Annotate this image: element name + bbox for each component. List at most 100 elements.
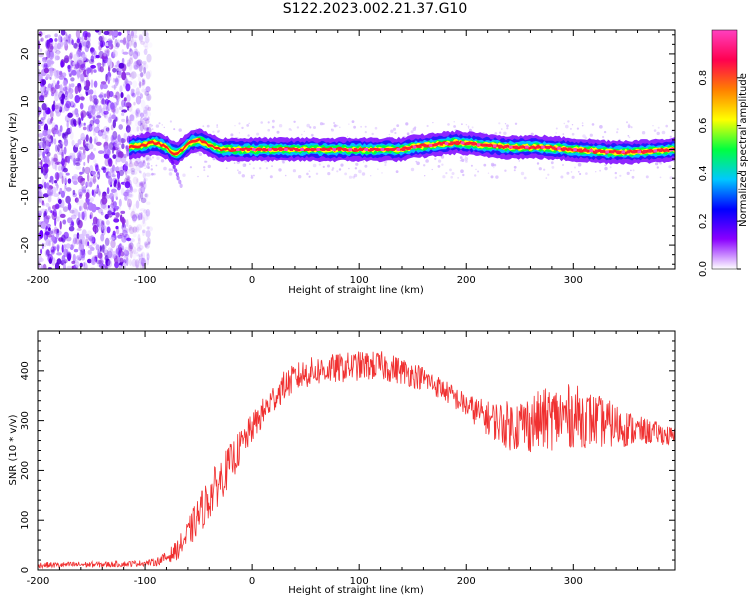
spectrogram-speckle-mark <box>628 136 631 139</box>
spectrogram-speckle-mark <box>652 125 654 127</box>
spectrogram-speckle-mark <box>322 165 325 168</box>
spectrogram-peak-mark <box>551 146 556 150</box>
spectrogram-noise-mark <box>87 143 94 150</box>
spectrogram-speckle-mark <box>560 175 564 179</box>
spectrogram-noise-mark <box>68 57 71 63</box>
spectrogram-noise-mark <box>121 227 128 233</box>
spectrogram-noise-mark <box>50 118 53 124</box>
spectrogram-noise-mark <box>147 106 151 112</box>
spectrogram-noise-mark <box>132 232 137 238</box>
spectrogram-noise-mark <box>83 261 87 269</box>
spectrogram-noise-mark <box>54 46 59 51</box>
spectrogram-noise-mark <box>54 42 58 51</box>
spectrogram-noise-mark <box>136 126 140 132</box>
spectrogram-peak-mark <box>632 150 636 154</box>
spectrogram-peak-mark <box>637 150 641 154</box>
spectrogram-speckle-mark <box>410 130 414 134</box>
spectrogram-speckle-mark <box>669 135 672 138</box>
spectrogram-noise-mark <box>118 141 122 146</box>
spectrogram-noise-mark <box>129 249 133 259</box>
spectrogram-speckle-mark <box>465 160 468 163</box>
spectrogram-noise-mark <box>114 77 119 86</box>
spectrogram-peak-mark <box>653 149 658 153</box>
spectrogram-speckle-mark <box>138 170 142 173</box>
spectrogram-tail-mark <box>176 176 180 181</box>
spectrogram-noise-mark <box>139 62 143 72</box>
spectrogram-noise-mark <box>51 249 55 253</box>
spectrogram-noise-mark <box>69 152 74 160</box>
spectrogram-noise-mark <box>79 205 82 211</box>
spectrogram-noise-mark <box>142 36 149 39</box>
spectrogram-noise-mark <box>107 259 113 268</box>
spectrogram-noise-mark <box>85 79 91 88</box>
spectrogram-noise-mark <box>106 226 111 234</box>
spectrogram-speckle-mark <box>247 134 250 137</box>
spectrogram-noise-mark <box>69 73 72 78</box>
spectrogram-speckle-mark <box>237 169 239 172</box>
spectrogram-noise-mark <box>145 230 151 238</box>
spectrogram-noise-mark <box>95 105 100 112</box>
spectrogram-speckle-mark <box>576 127 580 130</box>
spectrogram-speckle-mark <box>450 175 454 179</box>
spectrogram-noise-mark <box>75 157 81 162</box>
spectrogram-noise-mark <box>56 216 60 222</box>
spectrogram-noise-mark <box>58 70 63 76</box>
spectrogram-noise-mark <box>62 72 67 78</box>
spectrogram-speckle-mark <box>147 166 150 169</box>
spectrogram-speckle-mark <box>551 166 555 169</box>
spectrogram-noise-mark <box>88 111 92 115</box>
spectrogram-noise-mark <box>117 181 121 189</box>
spectrogram-x-tick-label: -200 <box>27 275 50 286</box>
spectrogram-noise-mark <box>133 246 137 254</box>
spectrogram-noise-mark <box>82 166 85 174</box>
spectrogram-noise-mark <box>90 246 95 251</box>
spectrogram-noise-mark <box>130 88 135 93</box>
spectrogram-noise-mark <box>38 121 43 125</box>
spectrogram-noise-mark <box>93 159 97 164</box>
spectrogram-noise-mark <box>140 252 144 260</box>
spectrogram-noise-mark <box>62 206 69 213</box>
spectrogram-speckle-mark <box>659 161 662 165</box>
spectrogram-noise-mark <box>62 219 67 225</box>
spectrogram-speckle-mark <box>498 122 501 125</box>
spectrogram-noise-mark <box>128 49 132 56</box>
spectrogram-speckle-mark <box>204 160 207 163</box>
snr-x-tick-label: 100 <box>350 576 369 587</box>
spectrogram-noise-mark <box>85 134 89 142</box>
spectrogram-noise-mark <box>119 39 124 43</box>
spectrogram-noise-mark <box>128 161 135 170</box>
spectrogram-noise-mark <box>65 100 72 109</box>
spectrogram-noise-mark <box>71 265 75 269</box>
spectrogram-noise-mark <box>86 69 89 75</box>
spectrogram-speckle-mark <box>364 131 367 134</box>
spectrogram-noise-mark <box>147 226 153 232</box>
spectrogram-speckle-mark <box>234 125 236 127</box>
spectrogram-noise-mark <box>43 156 50 164</box>
spectrogram-speckle-mark <box>457 177 459 179</box>
spectrogram-noise-mark <box>142 230 145 237</box>
spectrogram-noise-mark <box>143 181 147 190</box>
spectrogram-noise-mark <box>103 30 110 36</box>
spectrogram-noise-mark <box>71 39 74 46</box>
spectrogram-noise-mark <box>129 238 135 243</box>
spectrogram-noise-mark <box>90 79 94 88</box>
spectrogram-noise-mark <box>140 99 146 109</box>
spectrogram-noise-mark <box>111 85 118 89</box>
spectrogram-noise-mark <box>123 132 127 141</box>
spectrogram-noise-mark <box>56 50 60 55</box>
spectrogram-noise-mark <box>62 80 67 87</box>
spectrogram-speckle-mark <box>462 173 465 177</box>
spectrogram-peak-mark <box>541 145 545 149</box>
spectrogram-noise-mark <box>126 120 133 127</box>
spectrogram-noise-mark <box>81 54 87 61</box>
spectrogram-noise-mark <box>54 38 58 42</box>
snr-y-tick-label: 400 <box>20 361 31 380</box>
spectrogram-noise-mark <box>56 42 62 50</box>
spectrogram-peak-mark <box>230 148 235 151</box>
spectrogram-noise-mark <box>119 85 123 93</box>
spectrogram-noise-mark <box>58 198 62 205</box>
colorbar-tick-label: 0.0 <box>698 261 709 277</box>
spectrogram-noise-mark <box>42 145 49 149</box>
spectrogram-noise-mark <box>92 216 98 225</box>
spectrogram-speckle-mark <box>381 172 383 174</box>
